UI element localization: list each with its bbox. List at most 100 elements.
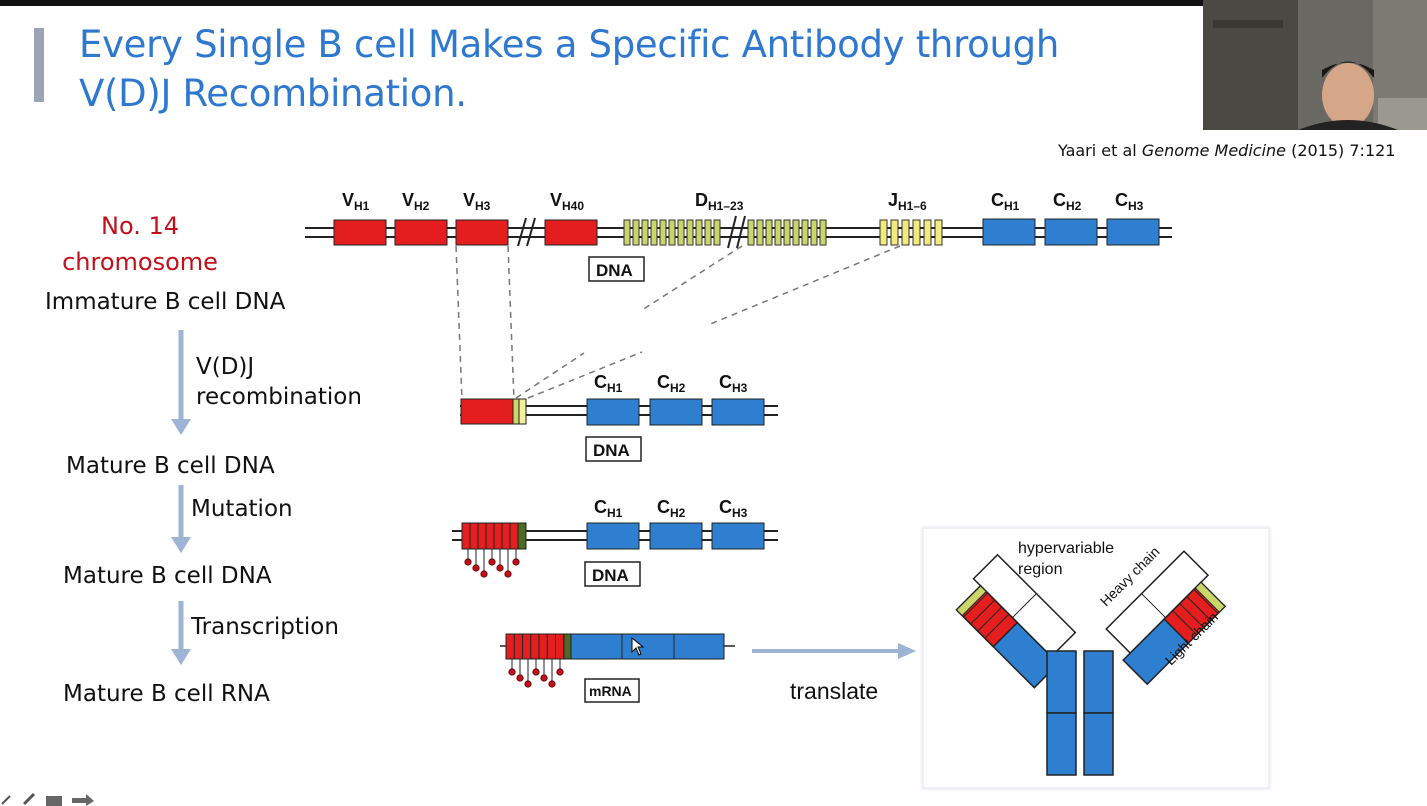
- process-arrows: [171, 330, 191, 665]
- d-stripe: [792, 219, 800, 246]
- mutation-dot: [556, 668, 564, 676]
- d-stripe: [810, 219, 818, 246]
- c-segment-row3-3: [711, 522, 765, 550]
- mutation-dot: [508, 668, 516, 676]
- stem-left-lower: [1046, 712, 1077, 776]
- mutation-dot: [548, 680, 556, 688]
- mutation-dot: [496, 564, 504, 572]
- d-stripe: [704, 219, 712, 246]
- mrna-tag-text: mRNA: [589, 683, 632, 699]
- next-icon[interactable]: [72, 794, 94, 806]
- c-label-row3-1: CH1: [594, 497, 623, 520]
- d-stripe: [756, 219, 764, 246]
- j-stripe: [934, 219, 943, 246]
- c-label-row3-2: CH2: [657, 497, 686, 520]
- dna-tag-1: [588, 256, 645, 282]
- back-icon[interactable]: [1, 795, 11, 805]
- mrna-constant-region: [570, 633, 725, 660]
- step-vdj-line-2: recombination: [196, 384, 362, 410]
- citation-journal: Genome Medicine: [1141, 141, 1286, 160]
- stage-immature-dna: Immature B cell DNA: [45, 289, 286, 315]
- d-stripe: [650, 219, 658, 246]
- arrow-vdj-head: [171, 419, 191, 435]
- mutation-dot: [504, 570, 512, 578]
- c-label-3: CH3: [1115, 190, 1144, 213]
- stem-right-lower: [1083, 712, 1114, 776]
- step-mutation-label: Mutation: [191, 496, 293, 522]
- d-stripe: [668, 219, 676, 246]
- d-stripe: [695, 219, 703, 246]
- top-black-bar: [0, 0, 1427, 6]
- rearranged-dna: [460, 398, 778, 426]
- j-stripe: [890, 219, 899, 246]
- mutation-dot: [540, 674, 548, 682]
- d-stripe: [765, 219, 773, 246]
- d-stripe: [713, 219, 721, 246]
- chromosome-line-1: No. 14: [100, 212, 179, 240]
- v-segment-3: [455, 219, 509, 246]
- mrna-strand: [500, 633, 735, 688]
- slide-title: Every Single B cell Makes a Specific Ant…: [79, 20, 1059, 118]
- title-accent-bar: [34, 28, 44, 102]
- germline-dna: [305, 215, 1172, 249]
- mutation-dot: [488, 558, 496, 566]
- d-stripe: [686, 219, 694, 246]
- arrow-mutation-head: [171, 537, 191, 553]
- citation-volume: (2015) 7:121: [1286, 141, 1396, 160]
- d-segments: [623, 219, 827, 246]
- stage-mature-dna-1: Mature B cell DNA: [66, 453, 275, 479]
- citation-authors: Yaari et al: [1058, 141, 1142, 160]
- v-label-1: VH1: [342, 190, 370, 213]
- d-stripe: [677, 219, 685, 246]
- hypervariable-line-2: region: [1018, 561, 1062, 578]
- dna-tag-2: [585, 436, 642, 462]
- j-label: JH1–6: [888, 190, 927, 213]
- stage-mature-dna-2: Mature B cell DNA: [63, 563, 272, 589]
- presenter-webcam: [1203, 0, 1427, 130]
- v-label-3: VH3: [463, 190, 491, 213]
- notes-icon[interactable]: [46, 796, 62, 806]
- translate-label: translate: [790, 678, 878, 704]
- mutated-dna: [452, 522, 778, 578]
- mutation-block-dna: [461, 522, 527, 578]
- mutation-dot: [524, 680, 532, 688]
- j-segments: [879, 219, 943, 246]
- dna-tag-3: [584, 561, 641, 587]
- presenter-video-icon: [1203, 0, 1427, 130]
- mutation-dot: [512, 558, 520, 566]
- break-mark: [517, 217, 527, 247]
- c-label-row2-3: CH3: [719, 372, 748, 395]
- step-transcription-label: Transcription: [191, 614, 339, 640]
- d-stripe: [819, 219, 827, 246]
- pen-icon[interactable]: [22, 792, 36, 806]
- mutation-dot: [472, 564, 480, 572]
- d-stripe: [623, 219, 631, 246]
- d-stripe: [747, 219, 755, 246]
- step-vdj-line-1: V(D)J: [196, 354, 255, 380]
- d-stripe: [774, 219, 782, 246]
- j-stripe: [879, 219, 888, 246]
- v-segment-40: [544, 219, 598, 246]
- antibody-diagram: hypervariable region Heavy chain Light c…: [955, 540, 1227, 776]
- mutation-dot: [516, 674, 524, 682]
- c-segment-row2-3: [711, 398, 765, 426]
- mutation-dot: [532, 668, 540, 676]
- stem-left-upper: [1046, 650, 1077, 714]
- stem-right-upper: [1083, 650, 1114, 714]
- recombination-guides: [455, 245, 901, 401]
- c-label-row2-2: CH2: [657, 372, 686, 395]
- title-line-1: Every Single B cell Makes a Specific Ant…: [79, 23, 1059, 66]
- v-label-2: VH2: [402, 190, 430, 213]
- mutation-dot: [464, 558, 472, 566]
- vdj-v-block: [460, 398, 514, 425]
- hypervariable-line-1: hypervariable: [1018, 540, 1114, 557]
- c-label-row2-1: CH1: [594, 372, 623, 395]
- mouse-cursor-icon: [631, 636, 645, 656]
- stage-mature-rna: Mature B cell RNA: [63, 681, 270, 707]
- slide-toolbar[interactable]: [0, 790, 100, 806]
- mutation-block-mrna: [505, 633, 573, 688]
- dna-tag-1-text: DNA: [596, 261, 633, 280]
- d-label: DH1–23: [695, 190, 744, 213]
- d-stripe: [801, 219, 809, 246]
